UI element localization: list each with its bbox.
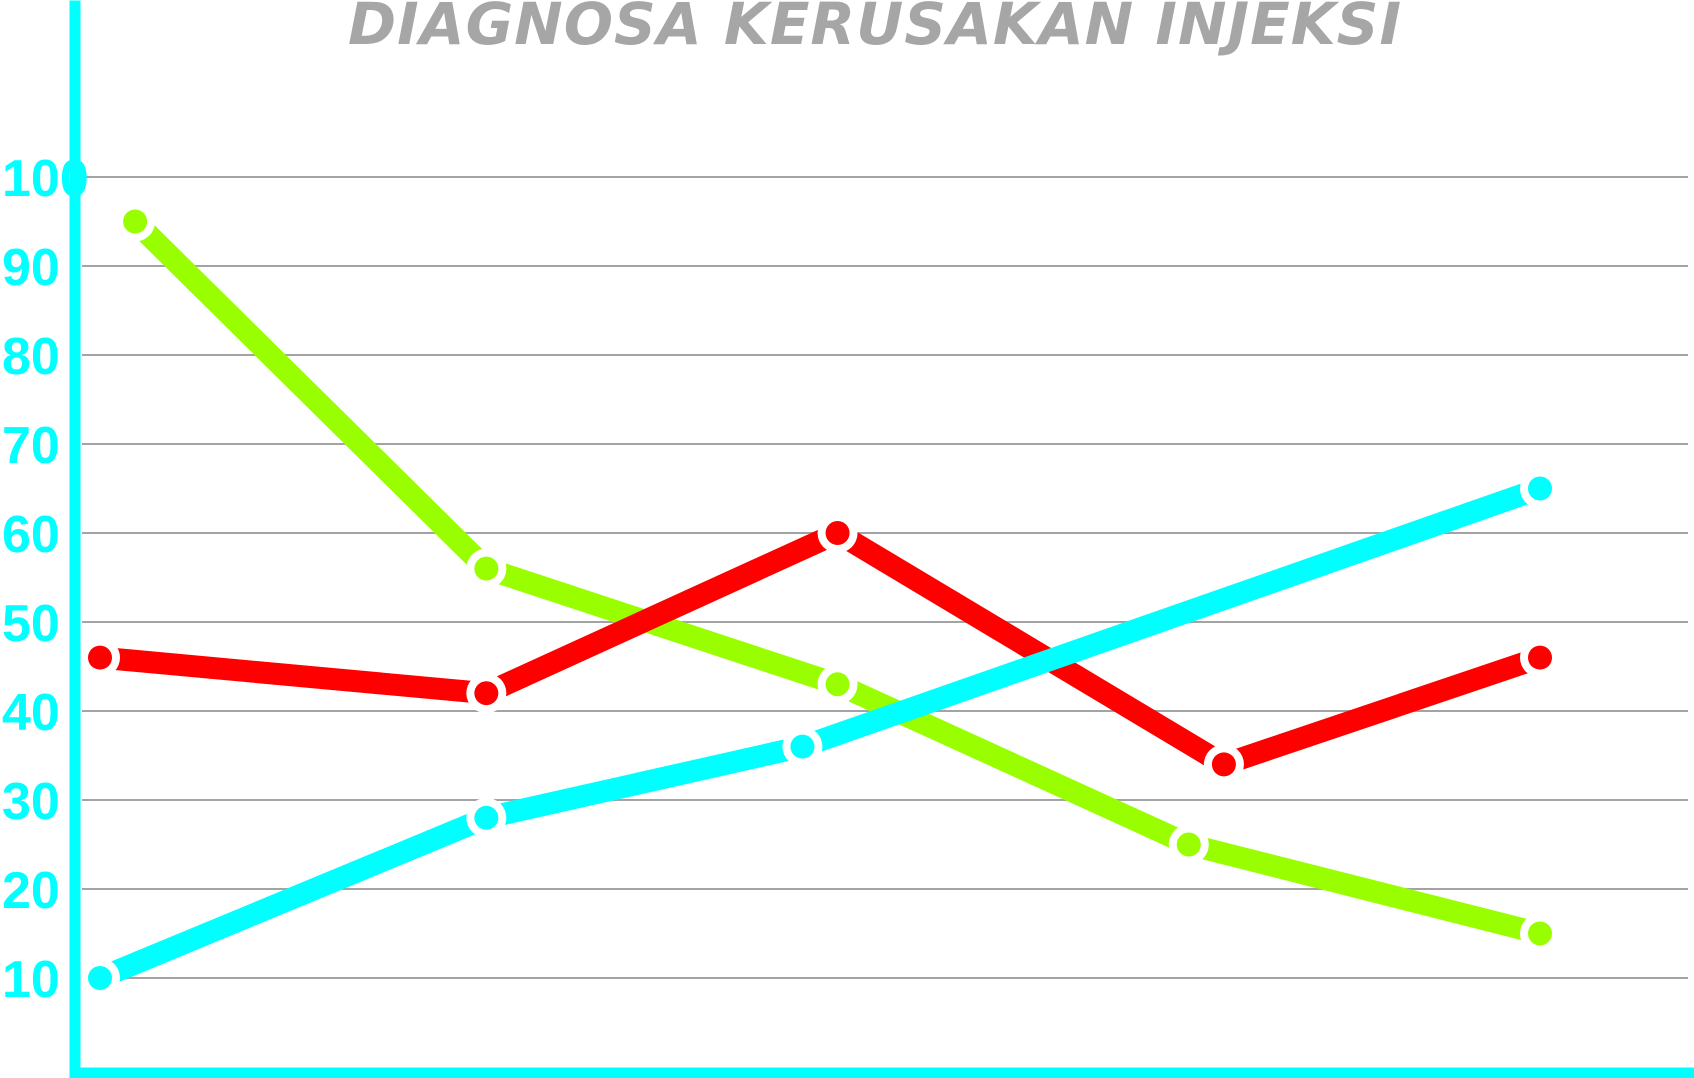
data-point-1-1 — [474, 681, 499, 706]
data-point-1-2 — [825, 521, 850, 545]
data-point-1-3 — [1211, 752, 1236, 777]
y-tick-label: 70 — [2, 417, 60, 475]
data-point-0-1 — [474, 556, 499, 581]
data-point-2-2 — [790, 734, 815, 759]
data-point-2-3 — [1528, 476, 1552, 501]
series-line-0 — [127, 213, 1543, 945]
series-1 — [80, 513, 1560, 785]
y-tick-label: 80 — [2, 328, 60, 386]
data-point-0-0 — [123, 209, 148, 234]
series-2 — [80, 468, 1560, 998]
y-tick-label: 10 — [2, 951, 60, 1009]
data-point-0-4 — [1528, 921, 1552, 946]
series-0 — [115, 201, 1560, 954]
series-line-2 — [95, 478, 1544, 989]
data-point-0-2 — [825, 672, 850, 697]
grid-lines — [82, 176, 1688, 979]
chart-axes — [69, 0, 1694, 1078]
y-tick-label: 60 — [2, 506, 60, 564]
chart-title: DIAGNOSA KERUSAKAN INJEKSI — [348, 0, 1402, 58]
data-point-1-4 — [1528, 645, 1552, 670]
data-point-2-0 — [88, 966, 112, 990]
y-tick-label: 30 — [2, 773, 60, 831]
y-tick-label: 90 — [2, 239, 60, 297]
y-tick-label: 40 — [2, 684, 60, 742]
data-point-2-1 — [474, 805, 499, 830]
data-point-1-0 — [88, 645, 112, 670]
series-group — [80, 201, 1560, 998]
y-tick-label: 20 — [2, 862, 60, 920]
y-tick-label: 50 — [2, 595, 60, 653]
data-point-0-3 — [1176, 832, 1201, 857]
